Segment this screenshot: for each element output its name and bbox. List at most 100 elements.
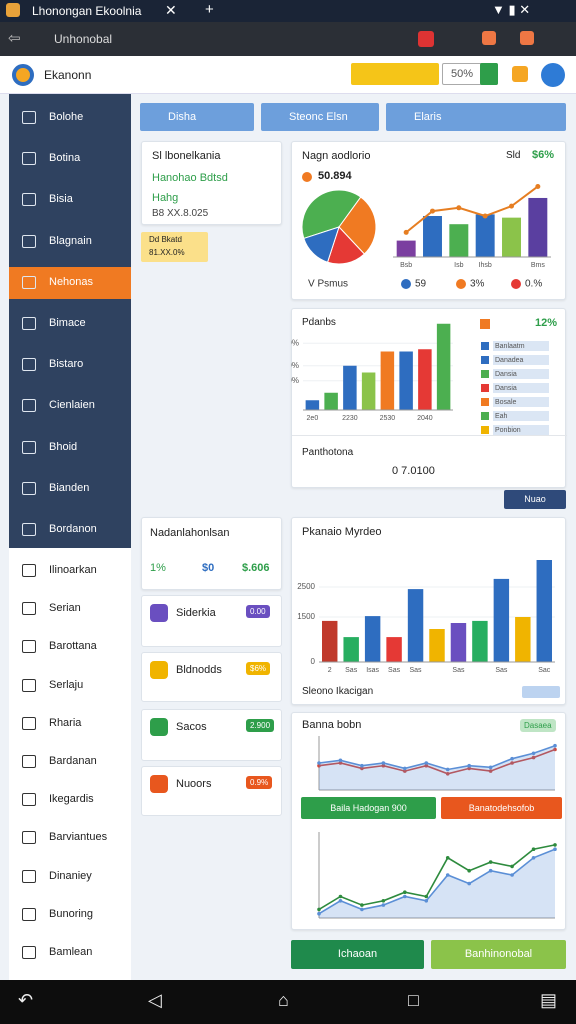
- nav-item[interactable]: Serlaju: [9, 671, 131, 701]
- series-point: [403, 894, 407, 899]
- bar: [475, 214, 495, 257]
- nav-item[interactable]: Ikegardis: [9, 785, 131, 815]
- status-bar: Lhonongan Ekoolnia ✕ + ▼ ▮ ✕: [0, 0, 576, 22]
- nav-item[interactable]: Cienlaien: [9, 390, 131, 422]
- list-badge: 2.900: [246, 719, 275, 732]
- trend-button[interactable]: Banatodehsofob: [441, 797, 562, 819]
- notify-icon[interactable]: [512, 66, 528, 82]
- nav-item[interactable]: Bisia: [9, 184, 131, 216]
- nav-item[interactable]: Blagnain: [9, 226, 131, 258]
- pill[interactable]: [522, 686, 560, 698]
- filter-label: Steonc Elsn: [289, 111, 348, 123]
- bar: [450, 623, 467, 662]
- trend-button[interactable]: Baila Hadogan 900: [301, 797, 436, 819]
- x-tick-label: Sas: [452, 667, 465, 674]
- ext-icon[interactable]: [418, 31, 434, 47]
- card-title: Pdanbs: [302, 317, 336, 328]
- bar: [322, 620, 338, 662]
- bar: [449, 224, 469, 257]
- address-bar: ⇦ Unhonobal: [0, 22, 576, 56]
- filter-button[interactable]: Elaris: [386, 103, 566, 131]
- series-point: [360, 907, 364, 912]
- y-tick-label: 0: [311, 657, 316, 666]
- filter-button[interactable]: Disha: [140, 103, 254, 131]
- nav-label: Bistaro: [49, 358, 84, 371]
- filter-button[interactable]: Steonc Elsn: [261, 103, 379, 131]
- search-button[interactable]: [480, 63, 498, 85]
- nav-item[interactable]: Bardanan: [9, 747, 131, 777]
- series-point: [317, 763, 321, 768]
- nav-prev[interactable]: ◁: [148, 990, 162, 1010]
- nav-item[interactable]: Ilinoarkan: [9, 556, 131, 586]
- series-point: [510, 756, 514, 761]
- nav-label: Bisia: [49, 193, 73, 206]
- x-tick-label: 2040: [417, 415, 433, 422]
- brand: Ekanonn: [44, 68, 92, 82]
- ext-icon[interactable]: [482, 31, 496, 45]
- nav-label: Ikegardis: [49, 793, 94, 806]
- series-point: [488, 765, 493, 770]
- bottom-button[interactable]: Ichaoan: [291, 940, 424, 969]
- nav-home[interactable]: ⌂: [278, 990, 289, 1010]
- compass-icon[interactable]: [541, 63, 565, 87]
- series-point: [510, 761, 514, 765]
- series-point: [488, 868, 493, 873]
- divider: [292, 435, 567, 436]
- nav-item[interactable]: Botina: [9, 143, 131, 175]
- series-point: [317, 911, 321, 916]
- x-tick-label: Sas: [410, 667, 423, 674]
- nav-item[interactable]: Bolohe: [9, 102, 131, 134]
- nav-item-active[interactable]: Nehonas: [9, 266, 131, 299]
- list-badge: 0.00: [246, 605, 270, 618]
- nav-icon: [22, 907, 36, 921]
- y-tick-label: 89%: [291, 338, 299, 347]
- nav-item[interactable]: Rharia: [9, 709, 131, 739]
- filter-label: Elaris: [414, 111, 442, 123]
- series-point: [553, 843, 557, 847]
- nav-item[interactable]: Bordanon: [9, 514, 131, 546]
- bottom-button[interactable]: Banhinonobal: [431, 940, 566, 969]
- logo: [12, 64, 34, 86]
- area: [319, 745, 555, 790]
- nav-item[interactable]: Barottana: [9, 632, 131, 662]
- nav-back[interactable]: ↶: [18, 990, 34, 1010]
- nav-item[interactable]: Bhoid: [9, 432, 131, 464]
- list-card[interactable]: Siderkia 0.00: [141, 595, 282, 647]
- nav-recent[interactable]: □: [408, 990, 419, 1010]
- legend-swatch: [481, 384, 489, 392]
- nav-menu[interactable]: ▤: [540, 990, 558, 1010]
- ext-icon[interactable]: [520, 31, 534, 45]
- note-line: 81.XX.0%: [149, 248, 185, 257]
- series-point: [403, 766, 407, 771]
- more-button[interactable]: Nuao: [504, 490, 566, 509]
- legend-dot: [401, 279, 411, 289]
- list-badge: 0.9%: [246, 776, 273, 789]
- list-card[interactable]: Sacos 2.900: [141, 709, 282, 761]
- new-tab[interactable]: +: [205, 1, 214, 18]
- nav-label: Bianden: [49, 481, 90, 494]
- nav-item[interactable]: Bamlean: [9, 938, 131, 968]
- series-point: [403, 769, 407, 773]
- legend-dot: [511, 279, 521, 289]
- series-point: [424, 894, 429, 899]
- nav-item[interactable]: Bunoring: [9, 900, 131, 930]
- summary-card: Sl lbonelkania Hanohao Bdtsd Hahg B8 XX.…: [141, 141, 282, 225]
- footer-title: Panthotona: [302, 447, 354, 458]
- nav-item[interactable]: Bimace: [9, 308, 131, 340]
- list: Siderkia 0.00 Bldnodds $6% Sacos 2.900 Nuoors 0…: [141, 595, 282, 823]
- series-point: [445, 767, 450, 772]
- nav-item[interactable]: Bistaro: [9, 349, 131, 381]
- nav-item[interactable]: Barviantues: [9, 823, 131, 853]
- x-tick-label: 2530: [380, 415, 396, 422]
- list-card[interactable]: Nuoors 0.9%: [141, 766, 282, 816]
- back-button[interactable]: ⇦: [8, 30, 21, 47]
- list-card[interactable]: Bldnodds $6%: [141, 652, 282, 702]
- nav-item[interactable]: Serian: [9, 594, 131, 624]
- nav-item[interactable]: Dinaniey: [9, 862, 131, 892]
- close-tab[interactable]: ✕: [165, 2, 177, 18]
- nav-item[interactable]: Bianden: [9, 473, 131, 505]
- series-point: [445, 856, 450, 860]
- address[interactable]: Unhonobal: [54, 32, 113, 46]
- tab-title[interactable]: Lhonongan Ekoolnia: [32, 4, 142, 18]
- list-label: Bldnodds: [176, 664, 222, 676]
